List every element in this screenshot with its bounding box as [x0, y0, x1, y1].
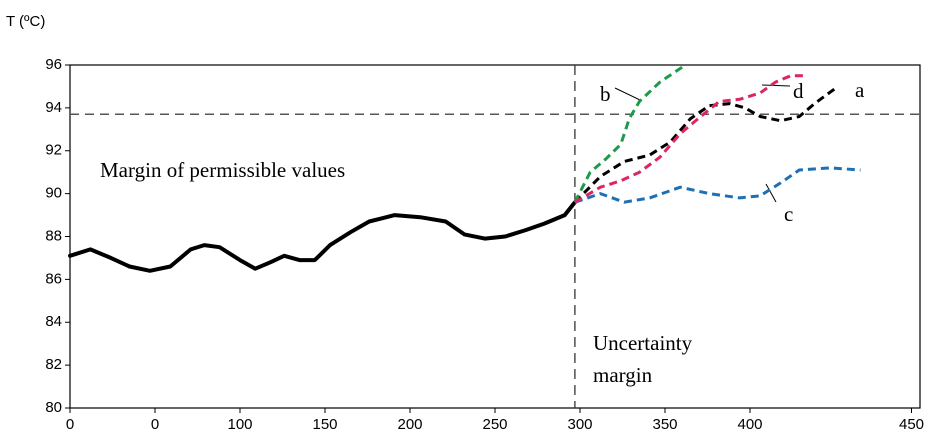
- x-tick-label: 200: [397, 416, 422, 433]
- y-tick-label: 88: [45, 227, 62, 244]
- y-tick-label: 86: [45, 270, 62, 287]
- leader-line: [614, 87, 641, 101]
- series-label: d: [793, 79, 804, 103]
- series-line: [573, 87, 836, 204]
- series-line: [68, 200, 577, 273]
- x-tick-label: 350: [652, 416, 677, 433]
- series-line: [574, 74, 805, 204]
- y-tick-label: 84: [45, 313, 62, 330]
- y-tick-label: 90: [45, 185, 62, 202]
- series-label: b: [600, 82, 611, 106]
- leader-line: [761, 84, 791, 87]
- x-tick-label: 400: [737, 416, 762, 433]
- x-tick-label: 450: [899, 416, 924, 433]
- y-tick-label: 82: [45, 356, 62, 373]
- x-tick-label: 100: [227, 416, 252, 433]
- chart-title: T (ºC): [6, 13, 45, 30]
- series-line: [574, 166, 861, 204]
- margin-label: Margin of permissible values: [100, 158, 345, 182]
- x-tick-label: 0: [66, 416, 74, 433]
- series-line: [573, 63, 687, 203]
- uncertainty-label: Uncertainty: [593, 331, 693, 355]
- y-tick-label: 80: [45, 399, 62, 416]
- x-tick-label: 250: [482, 416, 507, 433]
- x-tick-label: 150: [312, 416, 337, 433]
- leader-line: [765, 183, 777, 203]
- uncertainty-label: margin: [593, 363, 653, 387]
- x-tick-label: 300: [567, 416, 592, 433]
- y-tick-label: 96: [45, 56, 62, 73]
- x-tick-label: 0: [151, 416, 159, 433]
- y-tick-label: 92: [45, 142, 62, 159]
- y-tick-label: 94: [45, 99, 62, 116]
- series-label: a: [855, 78, 865, 102]
- series-label: c: [784, 202, 793, 226]
